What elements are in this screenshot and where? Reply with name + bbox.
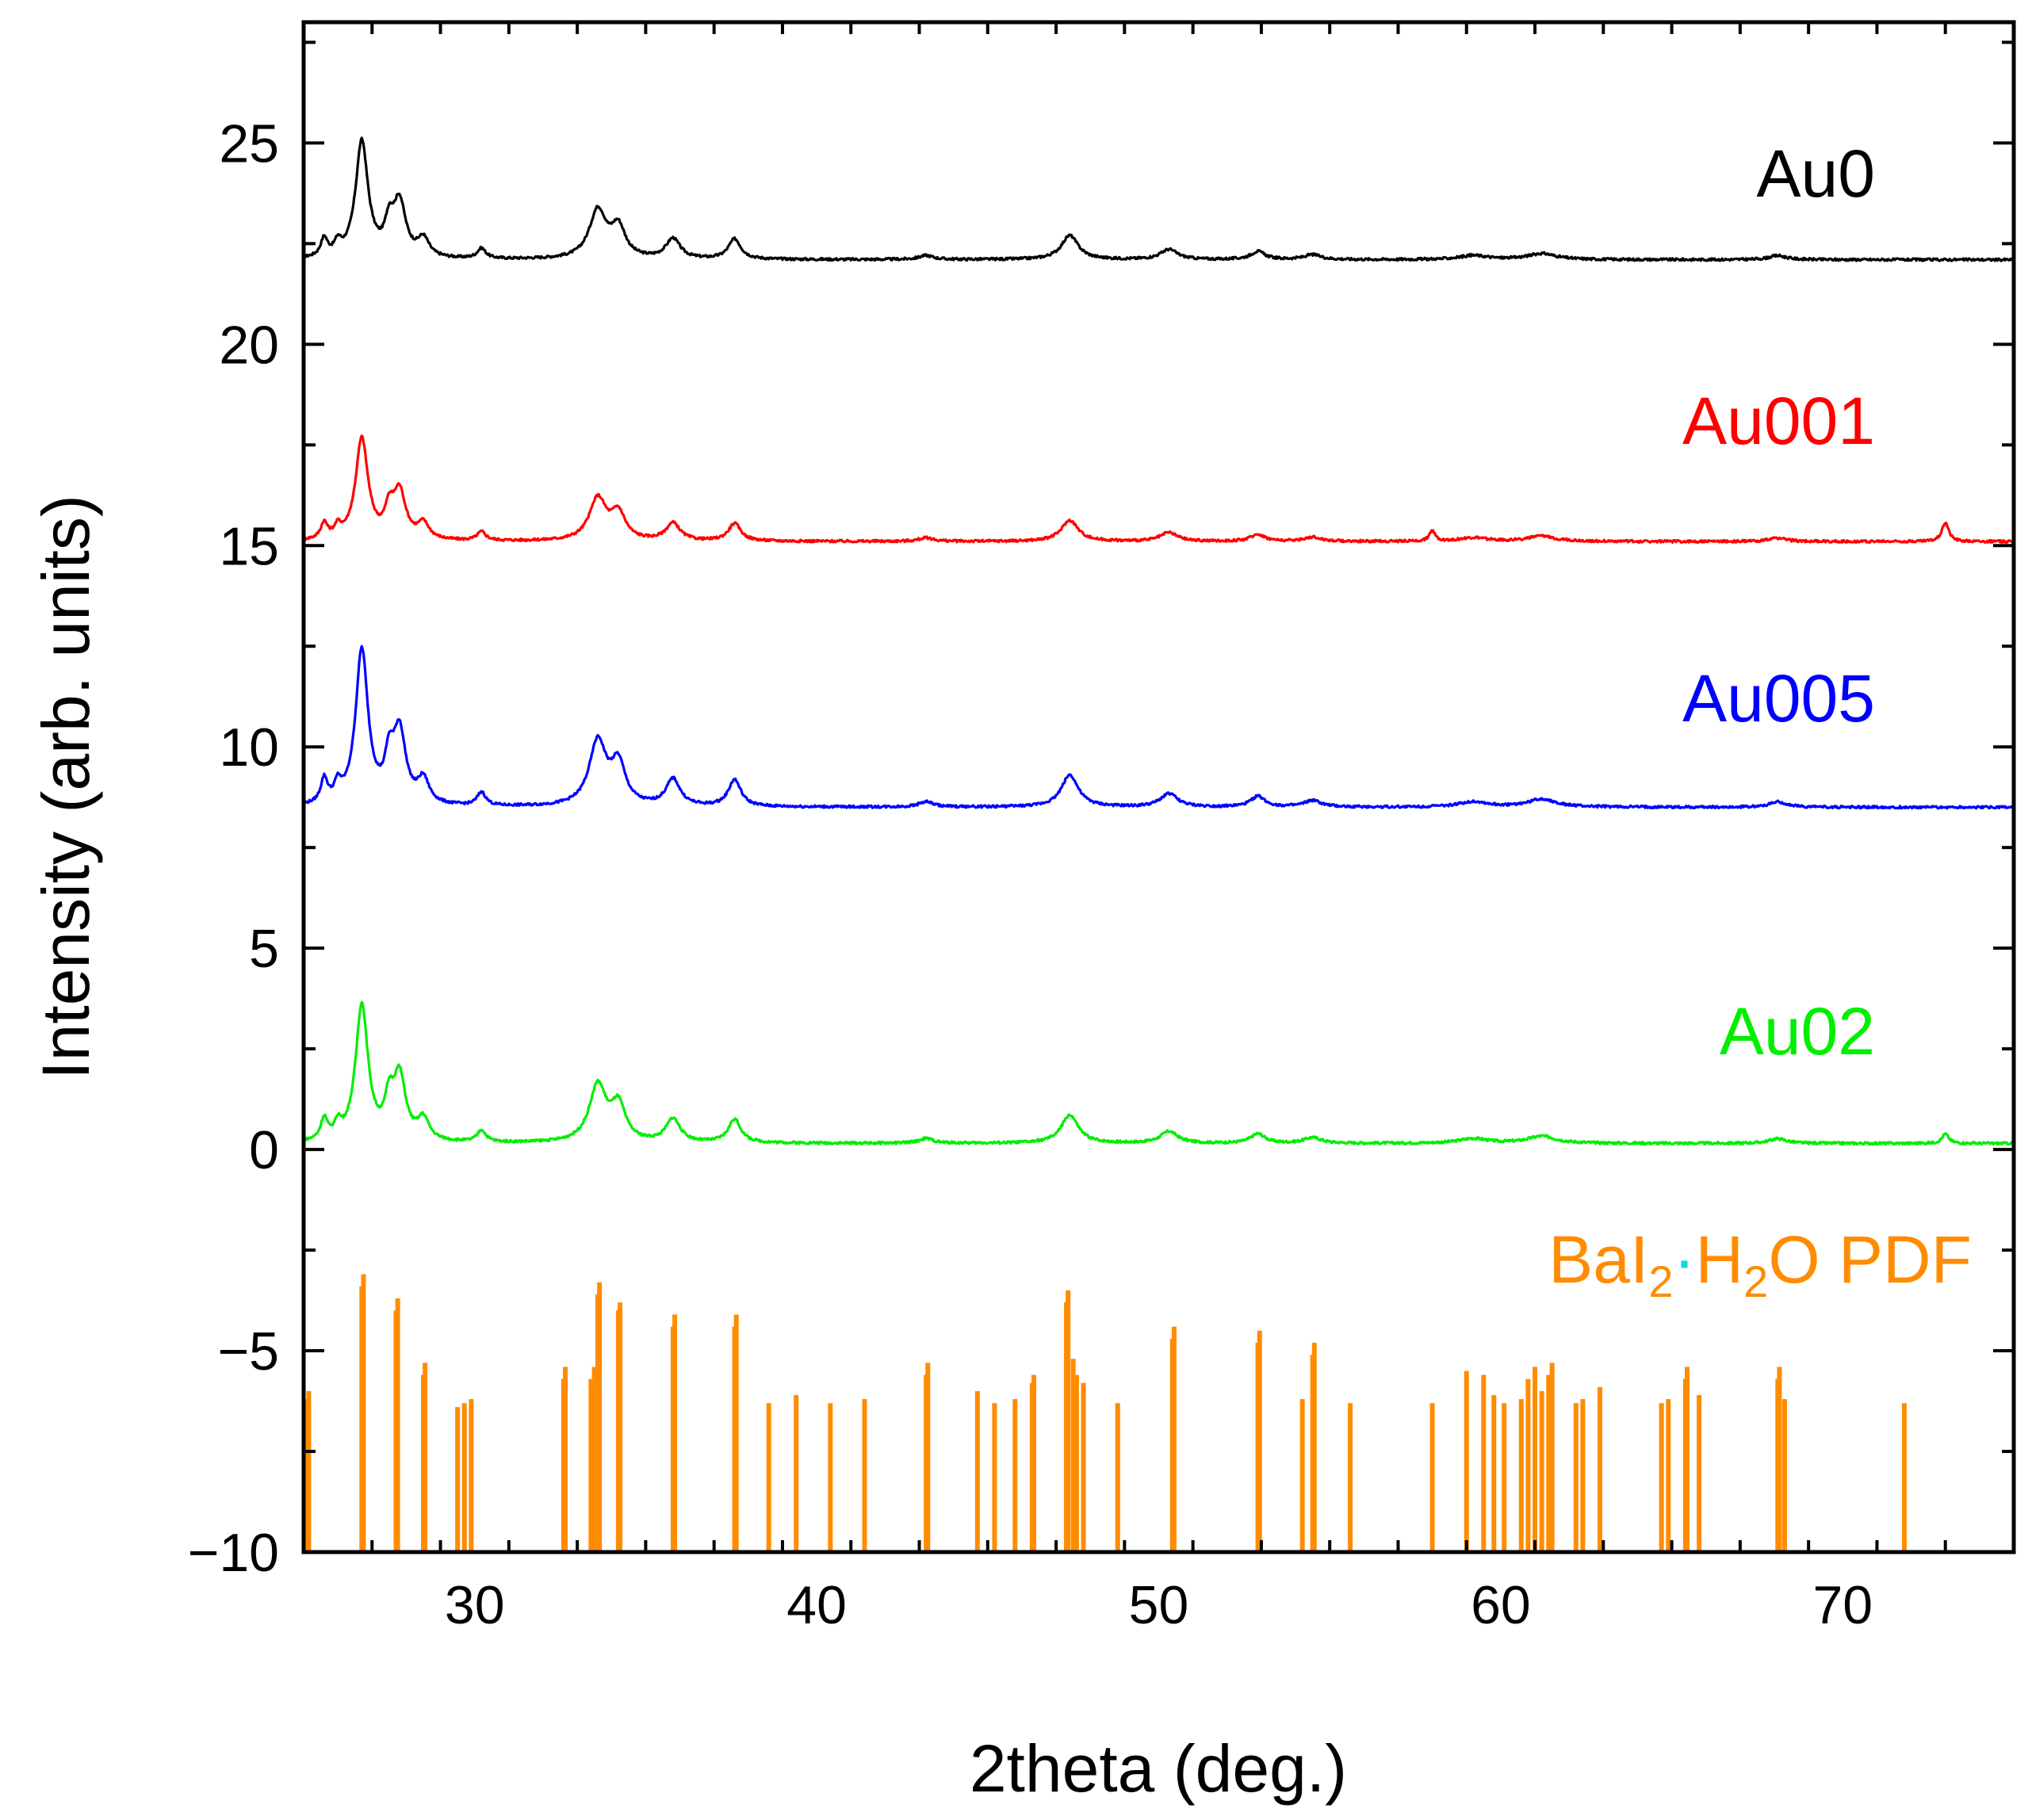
y-axis-title: Intensity (arb. units) [29, 495, 103, 1080]
y-tick-label: 10 [219, 717, 279, 778]
x-tick-label: 30 [445, 1575, 505, 1635]
y-tick-label: 0 [249, 1120, 279, 1180]
series-label-au005: Au005 [1682, 661, 1875, 736]
series-line-au02 [304, 1000, 2014, 1146]
series-label-au02: Au02 [1720, 994, 1875, 1069]
series-layer [304, 136, 2014, 1146]
x-axis-ticks: 30 40 50 60 70 [302, 22, 2015, 1635]
y-tick-label: 25 [219, 113, 279, 174]
y-tick-label: −10 [188, 1523, 279, 1583]
reference-sticks [304, 1274, 1907, 1552]
y-tick-label: 5 [249, 919, 279, 979]
x-tick-label: 50 [1129, 1575, 1189, 1635]
y-tick-label: 15 [219, 516, 279, 576]
y-axis-ticks: −10 −5 0 5 10 15 20 25 [188, 40, 2014, 1583]
series-labels: Au0 Au001 Au005 Au02 BaI2·H2O PDF [1548, 136, 1972, 1306]
series-line-au001 [304, 434, 2014, 545]
y-tick-label: 20 [219, 315, 279, 375]
series-line-au0 [304, 136, 2014, 262]
series-line-au005 [304, 644, 2014, 810]
y-tick-label: −5 [217, 1321, 279, 1382]
plot-frame [301, 20, 2016, 1554]
x-tick-label: 70 [1812, 1575, 1873, 1635]
x-tick-label: 60 [1471, 1575, 1531, 1635]
x-tick-label: 40 [786, 1575, 847, 1635]
x-axis-title: 2theta (deg.) [970, 1731, 1347, 1806]
reference-label: BaI2·H2O PDF [1548, 1222, 1972, 1306]
series-label-au0: Au0 [1757, 136, 1875, 211]
series-label-au001: Au001 [1682, 384, 1875, 458]
